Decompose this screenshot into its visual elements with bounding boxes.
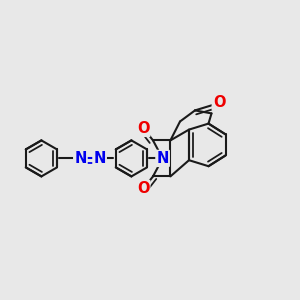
Text: O: O	[137, 181, 149, 196]
Text: O: O	[137, 121, 149, 136]
Text: N: N	[74, 151, 87, 166]
Text: N: N	[156, 151, 169, 166]
Text: O: O	[213, 95, 225, 110]
Text: N: N	[93, 151, 106, 166]
